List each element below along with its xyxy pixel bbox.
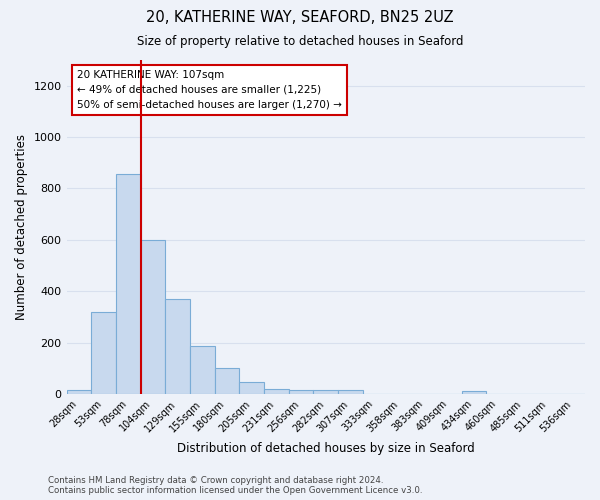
Bar: [338, 390, 363, 394]
Bar: [264, 389, 289, 394]
Text: Contains HM Land Registry data © Crown copyright and database right 2024.
Contai: Contains HM Land Registry data © Crown c…: [48, 476, 422, 495]
Bar: [91, 312, 116, 394]
Bar: [165, 299, 190, 394]
Text: Size of property relative to detached houses in Seaford: Size of property relative to detached ho…: [137, 35, 463, 48]
Text: 20 KATHERINE WAY: 107sqm
← 49% of detached houses are smaller (1,225)
50% of sem: 20 KATHERINE WAY: 107sqm ← 49% of detach…: [77, 70, 342, 110]
Text: 20, KATHERINE WAY, SEAFORD, BN25 2UZ: 20, KATHERINE WAY, SEAFORD, BN25 2UZ: [146, 10, 454, 25]
Bar: [289, 390, 313, 394]
Bar: [313, 390, 338, 394]
X-axis label: Distribution of detached houses by size in Seaford: Distribution of detached houses by size …: [177, 442, 475, 455]
Bar: [215, 368, 239, 394]
Y-axis label: Number of detached properties: Number of detached properties: [15, 134, 28, 320]
Bar: [190, 346, 215, 394]
Bar: [67, 390, 91, 394]
Bar: [461, 391, 486, 394]
Bar: [140, 240, 165, 394]
Bar: [116, 174, 140, 394]
Bar: [239, 382, 264, 394]
